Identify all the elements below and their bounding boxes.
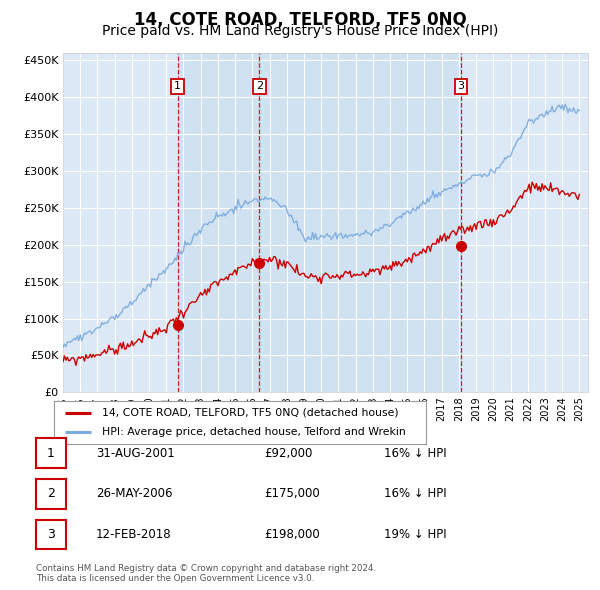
Text: 14, COTE ROAD, TELFORD, TF5 0NQ: 14, COTE ROAD, TELFORD, TF5 0NQ xyxy=(134,11,466,29)
Text: 16% ↓ HPI: 16% ↓ HPI xyxy=(384,487,446,500)
Text: 12-FEB-2018: 12-FEB-2018 xyxy=(96,528,172,541)
Text: Contains HM Land Registry data © Crown copyright and database right 2024.
This d: Contains HM Land Registry data © Crown c… xyxy=(36,563,376,583)
Text: 31-AUG-2001: 31-AUG-2001 xyxy=(96,447,175,460)
Text: £175,000: £175,000 xyxy=(264,487,320,500)
Text: 14, COTE ROAD, TELFORD, TF5 0NQ (detached house): 14, COTE ROAD, TELFORD, TF5 0NQ (detache… xyxy=(103,408,399,418)
Text: 19% ↓ HPI: 19% ↓ HPI xyxy=(384,528,446,541)
Text: £92,000: £92,000 xyxy=(264,447,313,460)
Text: HPI: Average price, detached house, Telford and Wrekin: HPI: Average price, detached house, Telf… xyxy=(103,427,406,437)
Text: Price paid vs. HM Land Registry's House Price Index (HPI): Price paid vs. HM Land Registry's House … xyxy=(102,24,498,38)
Text: 3: 3 xyxy=(457,81,464,91)
Bar xyxy=(178,53,259,392)
Text: 2: 2 xyxy=(47,487,55,500)
Text: 3: 3 xyxy=(47,528,55,541)
Text: 16% ↓ HPI: 16% ↓ HPI xyxy=(384,447,446,460)
Text: 2: 2 xyxy=(256,81,263,91)
Text: 26-MAY-2006: 26-MAY-2006 xyxy=(96,487,173,500)
Text: 1: 1 xyxy=(174,81,181,91)
Bar xyxy=(259,53,461,392)
Text: 1: 1 xyxy=(47,447,55,460)
Text: £198,000: £198,000 xyxy=(264,528,320,541)
